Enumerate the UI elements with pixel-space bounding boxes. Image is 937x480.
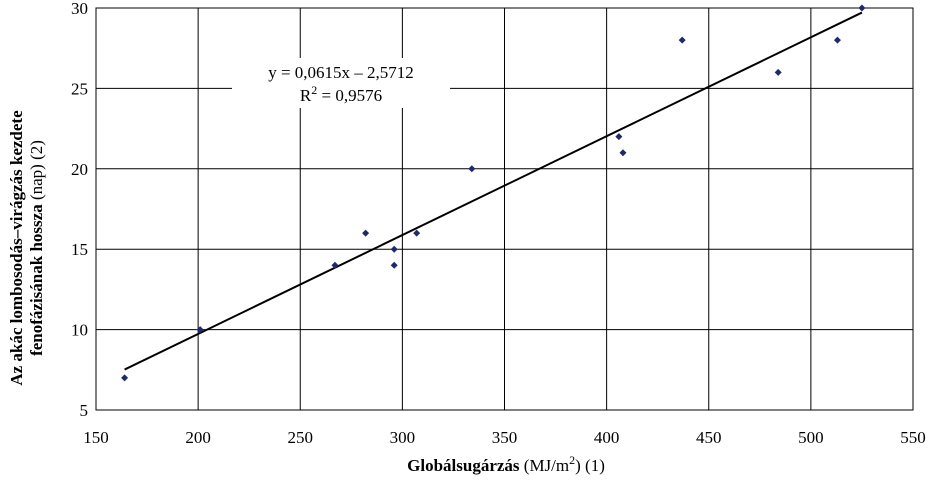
y-axis-title-line2-bold: fenofázisának hossza (27, 204, 46, 356)
data-point (468, 165, 476, 173)
trendline-equation: y = 0,0615x – 2,5712 (268, 63, 414, 82)
data-point (833, 36, 841, 44)
y-tick-label: 5 (80, 401, 89, 420)
x-tick-label: 250 (288, 428, 314, 447)
x-tick-labels: 150 200 250 300 350 400 450 500 550 (83, 428, 926, 447)
data-point (619, 149, 627, 157)
data-point (774, 68, 782, 76)
x-tick-label: 400 (594, 428, 620, 447)
x-axis-title-bold: Globálsugárzás (407, 456, 520, 475)
data-points (121, 4, 866, 382)
data-point (390, 261, 398, 269)
x-axis-title-sup: 2 (569, 453, 575, 467)
grid-lines (95, 7, 914, 411)
equation-box (232, 58, 450, 108)
r-squared-prefix: R (300, 86, 312, 105)
data-point (615, 133, 623, 141)
x-axis-title-unit: (MJ/m (520, 456, 570, 475)
data-point (413, 229, 421, 237)
x-axis-title: Globálsugárzás (MJ/m2) (1) (407, 453, 605, 475)
x-tick-label: 500 (798, 428, 824, 447)
r-squared-value: = 0,9576 (317, 86, 382, 105)
data-point (390, 245, 398, 253)
x-tick-label: 150 (83, 428, 109, 447)
data-point (858, 4, 866, 12)
x-tick-label: 350 (492, 428, 518, 447)
data-point (121, 374, 129, 382)
data-point (331, 261, 339, 269)
y-axis-title: Az akác lombosodás–virágzás kezdete feno… (7, 110, 46, 386)
y-axis-title-line2-unit: (nap) (2) (27, 140, 46, 204)
r-squared-sup: 2 (311, 83, 317, 97)
y-tick-label: 20 (71, 160, 88, 179)
y-tick-label: 15 (71, 240, 88, 259)
x-tick-label: 450 (696, 428, 722, 447)
y-tick-label: 25 (71, 79, 88, 98)
y-axis-title-line1: Az akác lombosodás–virágzás kezdete (7, 110, 26, 386)
y-tick-labels: 5 10 15 20 25 30 (71, 0, 88, 420)
data-point (196, 326, 204, 334)
data-point (678, 36, 686, 44)
trendline (124, 11, 863, 371)
x-axis-title-tail: ) (1) (575, 456, 605, 475)
x-tick-label: 300 (390, 428, 416, 447)
x-tick-label: 200 (185, 428, 211, 447)
data-point (362, 229, 370, 237)
y-tick-label: 30 (71, 0, 88, 18)
x-tick-label: 550 (900, 428, 926, 447)
r-squared-label: R2 = 0,9576 (300, 83, 382, 105)
plot-area-frame (95, 7, 914, 411)
y-axis-title-line2: fenofázisának hossza (nap) (2) (27, 140, 46, 356)
y-tick-label: 10 (71, 321, 88, 340)
